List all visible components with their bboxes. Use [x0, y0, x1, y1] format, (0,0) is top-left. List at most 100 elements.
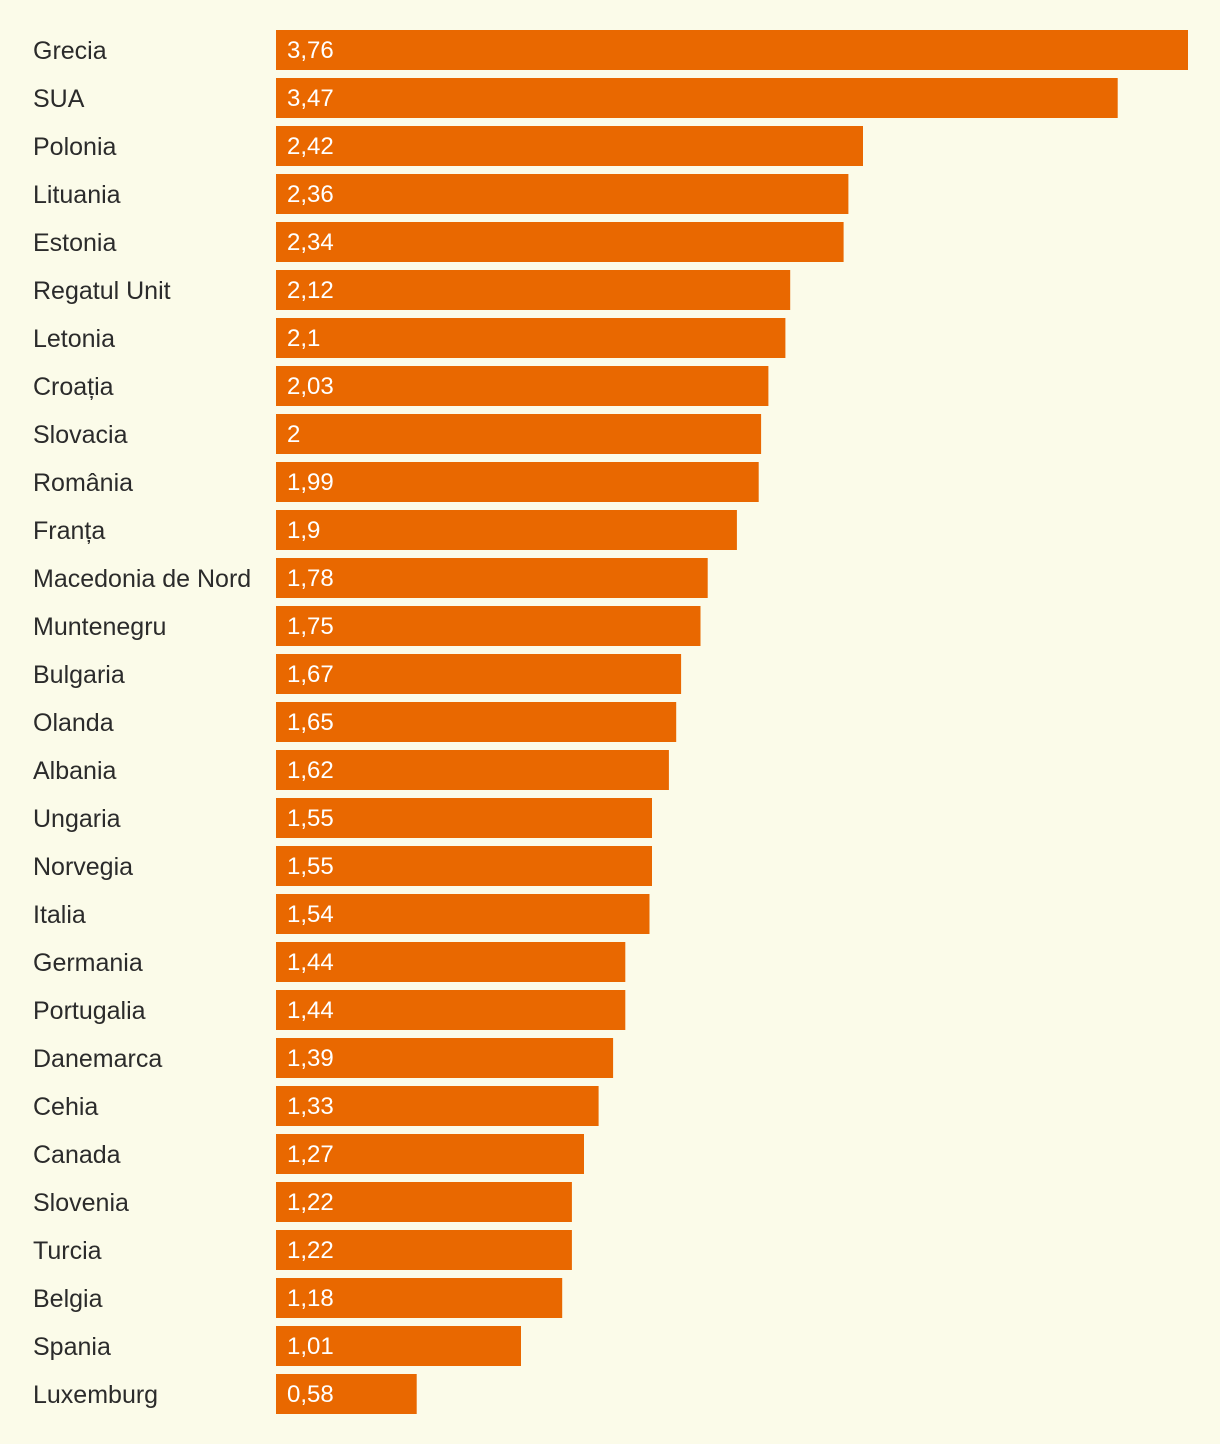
value-label: 1,22	[287, 1237, 334, 1264]
category-label: Ungaria	[33, 805, 121, 833]
bars-group: Grecia 3,76 SUA 3,47 Polonia 2,42 Lituania 2,36…	[33, 30, 1188, 1414]
category-label: România	[33, 469, 133, 497]
bar	[276, 30, 1188, 70]
value-label: 3,47	[287, 85, 334, 112]
bar	[276, 894, 650, 934]
bar-row: Slovacia 2	[33, 414, 762, 454]
bar-row: Olanda 1,65	[33, 702, 677, 742]
value-label: 1,75	[287, 613, 334, 640]
bar	[276, 78, 1118, 118]
value-label: 2,36	[287, 181, 334, 208]
bar	[276, 222, 844, 262]
bar-row: Danemarca 1,39	[33, 1038, 614, 1078]
value-label: 2,42	[287, 133, 334, 160]
bar-row: Estonia 2,34	[33, 222, 844, 262]
value-label: 2,1	[287, 325, 320, 352]
bar	[276, 750, 669, 790]
value-label: 1,22	[287, 1189, 334, 1216]
bar	[276, 126, 863, 166]
bar-row: Muntenegru 1,75	[33, 606, 701, 646]
bar-row: Luxemburg 0,58	[33, 1374, 417, 1414]
category-label: Luxemburg	[33, 1381, 158, 1409]
value-label: 3,76	[287, 37, 334, 64]
bar	[276, 702, 677, 742]
bar-row: Belgia 1,18	[33, 1278, 563, 1318]
bar	[276, 990, 626, 1030]
category-label: Belgia	[33, 1285, 103, 1313]
bar-row: Grecia 3,76	[33, 30, 1188, 70]
bar	[276, 510, 737, 550]
category-label: Italia	[33, 901, 86, 929]
bar	[276, 606, 701, 646]
category-label: Grecia	[33, 37, 107, 65]
bar	[276, 174, 849, 214]
bar	[276, 1038, 614, 1078]
bar-row: Albania 1,62	[33, 750, 669, 790]
category-label: Cehia	[33, 1093, 98, 1121]
category-label: Norvegia	[33, 853, 133, 881]
bar-row: Canada 1,27	[33, 1134, 584, 1174]
bar	[276, 846, 652, 886]
bar-row: Ungaria 1,55	[33, 798, 652, 838]
bar	[276, 270, 791, 310]
category-label: SUA	[33, 85, 85, 113]
value-label: 1,55	[287, 805, 334, 832]
bar	[276, 1326, 521, 1366]
category-label: Portugalia	[33, 997, 146, 1025]
bar-row: Cehia 1,33	[33, 1086, 599, 1126]
value-label: 2,34	[287, 229, 334, 256]
bar-row: Portugalia 1,44	[33, 990, 626, 1030]
category-label: Bulgaria	[33, 661, 125, 689]
bar-row: Polonia 2,42	[33, 126, 863, 166]
bar-row: Spania 1,01	[33, 1326, 521, 1366]
bar	[276, 1374, 417, 1414]
category-label: Polonia	[33, 133, 116, 161]
category-label: Lituania	[33, 181, 121, 209]
bar-row: Germania 1,44	[33, 942, 626, 982]
bar	[276, 1230, 572, 1270]
value-label: 1,33	[287, 1093, 334, 1120]
bar-row: Italia 1,54	[33, 894, 650, 934]
category-label: Slovacia	[33, 421, 128, 449]
bar-row: Norvegia 1,55	[33, 846, 652, 886]
bar-row: Croația 2,03	[33, 366, 769, 406]
value-label: 1,67	[287, 661, 334, 688]
category-label: Croația	[33, 373, 114, 401]
value-label: 1,39	[287, 1045, 334, 1072]
bar	[276, 558, 708, 598]
category-label: Danemarca	[33, 1045, 162, 1073]
value-label: 1,62	[287, 757, 334, 784]
value-label: 1,01	[287, 1333, 334, 1360]
category-label: Slovenia	[33, 1189, 129, 1217]
bar-row: Franța 1,9	[33, 510, 737, 550]
value-label: 1,44	[287, 949, 334, 976]
category-label: Regatul Unit	[33, 277, 171, 305]
category-label: Muntenegru	[33, 613, 166, 641]
bar	[276, 1278, 563, 1318]
bar-row: Macedonia de Nord 1,78	[33, 558, 708, 598]
bar-row: Regatul Unit 2,12	[33, 270, 791, 310]
value-label: 1,54	[287, 901, 334, 928]
value-label: 2,12	[287, 277, 334, 304]
bar	[276, 1182, 572, 1222]
value-label: 0,58	[287, 1381, 334, 1408]
value-label: 1,18	[287, 1285, 334, 1312]
value-label: 1,44	[287, 997, 334, 1024]
category-label: Turcia	[33, 1237, 102, 1265]
bar	[276, 1086, 599, 1126]
value-label: 1,65	[287, 709, 334, 736]
bar	[276, 366, 769, 406]
category-label: Spania	[33, 1333, 111, 1361]
bar	[276, 318, 786, 358]
value-label: 2,03	[287, 373, 334, 400]
value-label: 1,99	[287, 469, 334, 496]
bar-row: Turcia 1,22	[33, 1230, 572, 1270]
value-label: 1,78	[287, 565, 334, 592]
value-label: 1,9	[287, 517, 320, 544]
bar-row: Letonia 2,1	[33, 318, 786, 358]
category-label: Germania	[33, 949, 143, 977]
bar	[276, 1134, 584, 1174]
bar-row: SUA 3,47	[33, 78, 1118, 118]
bar-row: Lituania 2,36	[33, 174, 849, 214]
